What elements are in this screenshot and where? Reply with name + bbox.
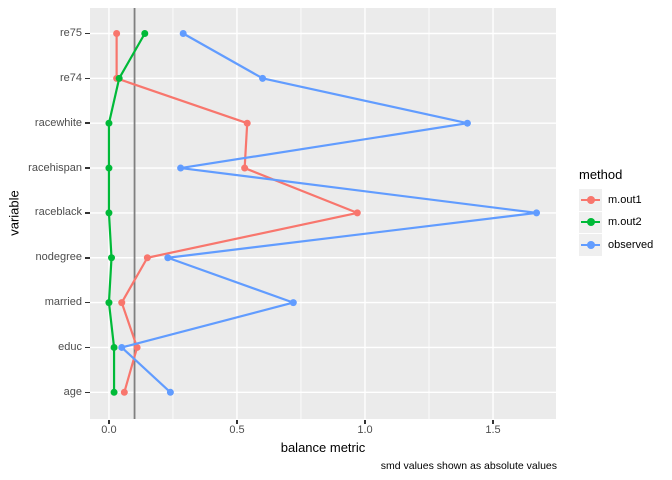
y-tick-label-re75: re75 bbox=[59, 27, 82, 39]
y-tick-label-re74: re74 bbox=[59, 71, 82, 84]
data-point-m.out2-nodegree bbox=[108, 254, 116, 262]
legend-key-m.out1 bbox=[579, 189, 602, 211]
data-point-observed-raceblack bbox=[533, 209, 541, 217]
legend-title: method bbox=[579, 167, 623, 182]
y-tick-label-nodegree: nodegree bbox=[35, 251, 83, 264]
data-point-m.out2-re75 bbox=[141, 30, 149, 37]
legend-label-m.out1: m.out1 bbox=[608, 193, 642, 206]
data-point-m.out2-educ bbox=[110, 343, 118, 351]
caption: smd values shown as absolute values bbox=[380, 460, 557, 472]
data-point-m.out1-nodegree bbox=[143, 254, 151, 262]
legend-items: m.out1 m.out2 observed bbox=[579, 189, 653, 256]
legend-key-observed bbox=[579, 234, 602, 256]
y-tick-mark-re74 bbox=[85, 77, 90, 80]
data-point-m.out2-racewhite bbox=[105, 119, 113, 127]
y-tick-mark-age bbox=[85, 391, 90, 394]
y-tick-mark-educ bbox=[85, 346, 90, 349]
data-point-observed-racewhite bbox=[463, 119, 471, 127]
data-point-m.out2-racehispan bbox=[105, 164, 113, 172]
x-tick-label-1.5: 1.5 bbox=[485, 424, 501, 436]
data-point-m.out1-racehispan bbox=[241, 164, 249, 172]
data-point-m.out1-re75 bbox=[113, 30, 121, 37]
legend-key-point-icon bbox=[586, 240, 595, 249]
data-point-m.out1-age bbox=[120, 388, 128, 396]
plot-canvas bbox=[90, 8, 556, 419]
x-tick-mark-0.5 bbox=[236, 419, 238, 424]
data-point-m.out2-re74 bbox=[115, 74, 123, 82]
legend-label-m.out2: m.out2 bbox=[608, 216, 642, 229]
data-point-observed-racehispan bbox=[177, 164, 185, 172]
y-tick-mark-married bbox=[85, 301, 90, 304]
data-point-m.out1-educ bbox=[133, 343, 141, 351]
legend-label-observed: observed bbox=[608, 238, 654, 251]
legend-key-m.out2 bbox=[579, 211, 602, 233]
data-point-m.out1-racewhite bbox=[243, 119, 251, 127]
legend-item-observed: observed bbox=[579, 234, 653, 256]
data-point-observed-age bbox=[166, 388, 174, 396]
legend-key-point-icon bbox=[586, 195, 595, 204]
y-tick-label-racehispan: racehispan bbox=[28, 161, 82, 174]
data-point-observed-educ bbox=[118, 343, 126, 351]
data-point-observed-re74 bbox=[259, 74, 267, 82]
y-tick-mark-nodegree bbox=[85, 257, 90, 259]
y-tick-mark-raceblack bbox=[85, 212, 90, 214]
x-tick-label-0.0: 0.0 bbox=[101, 424, 117, 436]
y-tick-mark-racehispan bbox=[85, 167, 90, 169]
data-point-observed-nodegree bbox=[164, 254, 172, 262]
x-axis-title: balance metric bbox=[280, 440, 366, 455]
y-tick-label-age: age bbox=[63, 385, 82, 398]
data-point-observed-married bbox=[289, 299, 297, 307]
data-point-m.out1-married bbox=[118, 299, 126, 307]
y-tick-mark-re75 bbox=[85, 32, 90, 35]
y-tick-label-raceblack: raceblack bbox=[34, 206, 82, 219]
legend-key-point-icon bbox=[586, 218, 595, 227]
y-tick-label-married: married bbox=[44, 296, 82, 309]
data-point-m.out2-married bbox=[105, 299, 113, 307]
data-point-m.out2-age bbox=[110, 388, 118, 396]
y-tick-mark-racewhite bbox=[85, 122, 90, 124]
x-tick-mark-1.0 bbox=[364, 419, 366, 424]
x-tick-mark-1.5 bbox=[492, 419, 494, 424]
legend-item-m.out2: m.out2 bbox=[579, 211, 653, 233]
legend-item-m.out1: m.out1 bbox=[579, 189, 653, 211]
y-tick-label-educ: educ bbox=[58, 340, 82, 353]
data-point-m.out2-raceblack bbox=[105, 209, 113, 217]
x-tick-label-1.0: 1.0 bbox=[357, 424, 373, 436]
legend: method m.out1 m.out2 observed bbox=[579, 167, 653, 257]
data-point-m.out1-raceblack bbox=[353, 209, 361, 217]
x-tick-label-0.5: 0.5 bbox=[229, 424, 245, 436]
y-tick-label-racewhite: racewhite bbox=[34, 116, 82, 129]
x-tick-mark-0.0 bbox=[108, 419, 110, 424]
data-point-observed-re75 bbox=[179, 30, 187, 37]
plot-panel bbox=[90, 8, 556, 419]
